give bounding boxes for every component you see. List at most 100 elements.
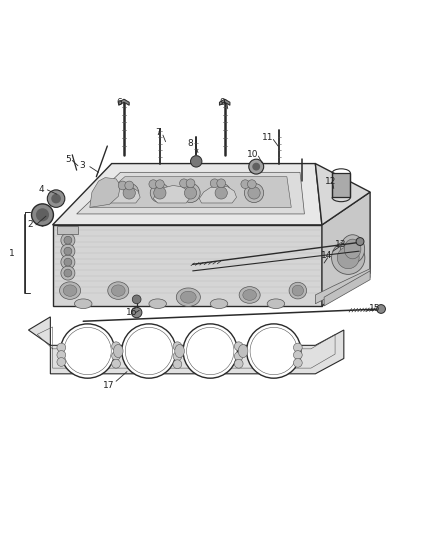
Circle shape — [64, 258, 72, 266]
Circle shape — [112, 351, 120, 360]
Circle shape — [252, 163, 260, 171]
Text: 17: 17 — [103, 381, 114, 390]
Ellipse shape — [267, 299, 285, 309]
Circle shape — [132, 295, 141, 304]
Text: 11: 11 — [262, 133, 274, 142]
Circle shape — [234, 352, 243, 361]
Circle shape — [57, 351, 66, 359]
Polygon shape — [53, 164, 322, 225]
Text: 3: 3 — [79, 161, 85, 170]
Circle shape — [173, 360, 182, 368]
Circle shape — [248, 187, 260, 199]
Ellipse shape — [238, 344, 248, 358]
Circle shape — [186, 179, 195, 188]
Circle shape — [173, 352, 182, 361]
Circle shape — [150, 183, 170, 203]
Circle shape — [181, 183, 200, 203]
Circle shape — [247, 324, 301, 378]
Circle shape — [47, 190, 65, 207]
Circle shape — [122, 324, 176, 378]
Circle shape — [61, 233, 75, 247]
Circle shape — [241, 180, 250, 189]
Text: 6: 6 — [116, 98, 122, 107]
Polygon shape — [219, 99, 230, 106]
Ellipse shape — [344, 239, 361, 259]
Text: 1: 1 — [9, 249, 15, 258]
Circle shape — [57, 358, 66, 366]
Circle shape — [36, 208, 49, 221]
Circle shape — [210, 179, 219, 188]
Ellipse shape — [180, 291, 196, 303]
Circle shape — [57, 343, 66, 352]
Circle shape — [123, 187, 135, 199]
Circle shape — [234, 342, 243, 351]
Polygon shape — [103, 185, 140, 203]
Circle shape — [184, 187, 197, 199]
Circle shape — [332, 241, 365, 274]
Text: 2: 2 — [27, 220, 32, 229]
Ellipse shape — [176, 288, 200, 306]
Circle shape — [180, 179, 188, 188]
Text: 13: 13 — [335, 240, 346, 249]
Ellipse shape — [74, 299, 92, 309]
Ellipse shape — [341, 235, 364, 263]
Circle shape — [61, 255, 75, 269]
Circle shape — [51, 194, 61, 204]
Circle shape — [247, 180, 256, 189]
Text: 4: 4 — [39, 185, 44, 195]
Text: 10: 10 — [247, 150, 259, 159]
Circle shape — [32, 204, 53, 226]
Text: 12: 12 — [325, 176, 336, 185]
Ellipse shape — [175, 344, 184, 358]
Circle shape — [191, 156, 202, 167]
Ellipse shape — [149, 299, 166, 309]
Ellipse shape — [111, 285, 125, 296]
Text: 14: 14 — [321, 251, 332, 260]
Polygon shape — [315, 269, 370, 304]
Circle shape — [60, 324, 115, 378]
Text: 16: 16 — [126, 308, 137, 317]
Circle shape — [215, 187, 227, 199]
Circle shape — [293, 351, 302, 359]
Circle shape — [61, 266, 75, 280]
Ellipse shape — [292, 285, 304, 296]
Text: 7: 7 — [155, 128, 161, 138]
Text: 9: 9 — [219, 98, 226, 107]
Circle shape — [149, 180, 158, 189]
Circle shape — [155, 180, 164, 189]
Ellipse shape — [60, 282, 81, 300]
Circle shape — [112, 359, 120, 368]
Ellipse shape — [239, 287, 260, 303]
Ellipse shape — [113, 344, 123, 358]
Ellipse shape — [210, 299, 228, 309]
Circle shape — [61, 244, 75, 258]
Polygon shape — [90, 177, 291, 207]
Polygon shape — [199, 185, 237, 203]
Polygon shape — [90, 177, 120, 207]
Circle shape — [154, 187, 166, 199]
Circle shape — [131, 307, 142, 318]
Circle shape — [249, 159, 264, 174]
Circle shape — [293, 359, 302, 367]
Ellipse shape — [108, 282, 129, 300]
Polygon shape — [315, 164, 370, 225]
Bar — [332, 173, 350, 197]
Ellipse shape — [243, 289, 257, 301]
Circle shape — [118, 181, 127, 190]
Text: 15: 15 — [369, 304, 380, 313]
Polygon shape — [153, 185, 191, 203]
Polygon shape — [28, 317, 344, 374]
Polygon shape — [77, 172, 304, 214]
Circle shape — [377, 304, 385, 313]
Circle shape — [125, 181, 134, 190]
Polygon shape — [53, 225, 322, 306]
Circle shape — [120, 183, 139, 203]
Polygon shape — [324, 271, 370, 306]
FancyBboxPatch shape — [57, 226, 78, 233]
Circle shape — [112, 342, 120, 351]
Circle shape — [64, 269, 72, 277]
Circle shape — [293, 343, 302, 352]
Circle shape — [234, 359, 243, 368]
Ellipse shape — [63, 285, 77, 296]
Circle shape — [217, 179, 226, 188]
